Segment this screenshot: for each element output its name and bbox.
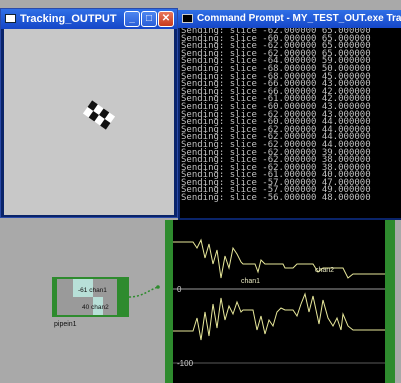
pipein-viewer-left	[57, 279, 73, 315]
console-line: Sending: slice -62.000000 65.000000	[181, 28, 371, 36]
close-button[interactable]: ✕	[158, 11, 174, 27]
console-line: Sending: slice -62.000000 65.000000	[181, 48, 371, 59]
console-line: Sending: slice -60.000000 43.000000	[181, 101, 371, 112]
viewer-right-bar	[385, 220, 395, 383]
console-line: Sending: slice -56.000000 48.000000	[181, 193, 371, 204]
console-line: Sending: slice -62.000000 38.000000	[181, 162, 371, 173]
chop-viewer[interactable]: 0 -100 chan2 chan1	[165, 220, 401, 383]
maximize-button[interactable]: □	[141, 11, 157, 27]
pipein-node-name: pipein1	[54, 321, 77, 328]
command-prompt-titlebar[interactable]: Command Prompt - MY_TEST_OUT.exe Trackin…	[178, 10, 401, 28]
console-line: Sending: slice -66.000000 43.000000	[181, 79, 371, 90]
console-line: Sending: slice -61.000000 42.000000	[181, 94, 371, 105]
axis-label-minus100: -100	[177, 359, 194, 368]
chan1-bar	[73, 279, 93, 297]
console-line: Sending: slice -61.000000 40.000000	[181, 170, 371, 181]
console-line: Sending: slice -62.000000 43.000000	[181, 109, 371, 120]
chan1-trace	[173, 292, 385, 341]
command-prompt-window[interactable]: Command Prompt - MY_TEST_OUT.exe Trackin…	[178, 10, 401, 220]
window-app-icon	[5, 14, 16, 23]
tracking-marker-graphic	[82, 100, 116, 130]
pipein-chan1-value: -61 chan1	[78, 287, 107, 294]
console-line: Sending: slice -64.000000 59.000000	[181, 56, 371, 67]
command-prompt-title: Command Prompt - MY_TEST_OUT.exe Trackin…	[197, 13, 401, 24]
chan2-bar	[93, 297, 103, 315]
console-line: Sending: slice -62.000000 44.000000	[181, 139, 371, 150]
console-line: Sending: slice -60.000000 44.000000	[181, 117, 371, 128]
console-line: Sending: slice -57.000000 47.000000	[181, 177, 371, 188]
console-line: Sending: slice -62.000000 65.000000	[181, 41, 371, 52]
pipein-node[interactable]: -61 chan1 40 chan2 pipein1	[52, 277, 160, 329]
console-line: Sending: slice -62.000000 39.000000	[181, 147, 371, 158]
console-line: Sending: slice -57.000000 49.000000	[181, 185, 371, 196]
pipein-output-connector	[156, 285, 160, 289]
console-line: Sending: slice -68.000000 45.000000	[181, 71, 371, 82]
chan2-trace	[173, 238, 385, 279]
chan2-graph-label: chan2	[315, 267, 334, 274]
console-icon	[182, 14, 193, 23]
console-line: Sending: slice -66.000000 42.000000	[181, 86, 371, 97]
axis-label-zero: 0	[177, 285, 182, 294]
pipein-output-wire	[128, 286, 159, 298]
console-line: Sending: slice -62.000000 38.000000	[181, 155, 371, 166]
viewer-left-bar	[165, 220, 173, 383]
tracking-output-window[interactable]: Tracking_OUTPUT _ □ ✕	[0, 8, 178, 218]
channel-graph: 0 -100 chan2 chan1	[173, 220, 385, 383]
chan1-graph-label: chan1	[241, 278, 260, 285]
pipein-chan2-value: 40 chan2	[82, 304, 109, 311]
console-output[interactable]: Sending: slice -62.000000 65.000000 Sendi…	[180, 28, 401, 218]
tracking-output-titlebar[interactable]: Tracking_OUTPUT _ □ ✕	[1, 9, 177, 29]
minimize-button[interactable]: _	[124, 11, 140, 27]
tracking-output-title: Tracking_OUTPUT	[20, 13, 117, 25]
console-line: Sending: slice -62.000000 44.000000	[181, 132, 371, 143]
console-line: Sending: slice -62.000000 44.000000	[181, 124, 371, 135]
console-line: Sending: slice -60.000000 65.000000	[181, 33, 371, 44]
console-line: Sending: slice -68.000000 50.000000	[181, 63, 371, 74]
tracking-output-canvas	[4, 29, 174, 215]
